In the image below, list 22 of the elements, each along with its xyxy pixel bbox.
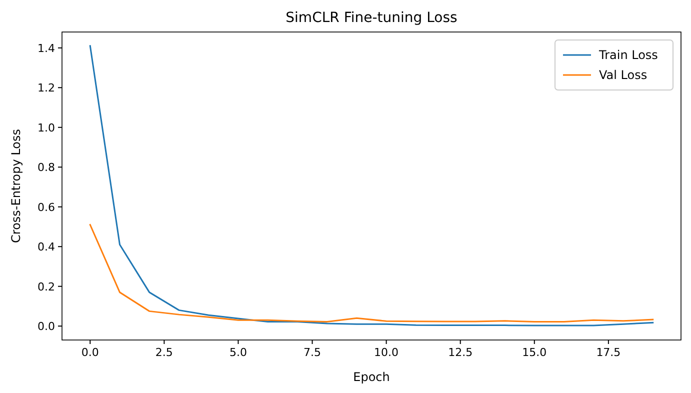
- x-tick-label: 17.5: [596, 346, 621, 359]
- legend-label: Train Loss: [598, 48, 658, 62]
- x-tick-label: 12.5: [448, 346, 473, 359]
- x-tick-label: 5.0: [229, 346, 247, 359]
- x-axis-title: Epoch: [353, 370, 390, 384]
- y-tick-label: 0.4: [38, 240, 55, 254]
- y-tick-label: 0.6: [38, 200, 55, 214]
- y-tick-label: 1.0: [38, 121, 55, 134]
- chart-title: SimCLR Fine-tuning Loss: [286, 10, 458, 26]
- y-axis-title: Cross-Entropy Loss: [9, 129, 23, 243]
- x-tick-label: 7.5: [304, 346, 322, 359]
- x-tick-label: 0.0: [81, 346, 99, 359]
- x-tick-label: 15.0: [522, 346, 547, 359]
- x-tick-label: 10.0: [374, 346, 399, 359]
- y-tick-label: 0.2: [38, 280, 55, 294]
- y-tick-label: 0.0: [38, 320, 55, 334]
- y-tick-label: 1.2: [38, 82, 55, 95]
- line-series: [89, 224, 654, 322]
- x-tick-label: 2.5: [155, 346, 173, 359]
- y-tick-label: 1.4: [38, 42, 55, 55]
- legend-label: Val Loss: [599, 68, 648, 82]
- y-tick-label: 0.8: [38, 161, 55, 174]
